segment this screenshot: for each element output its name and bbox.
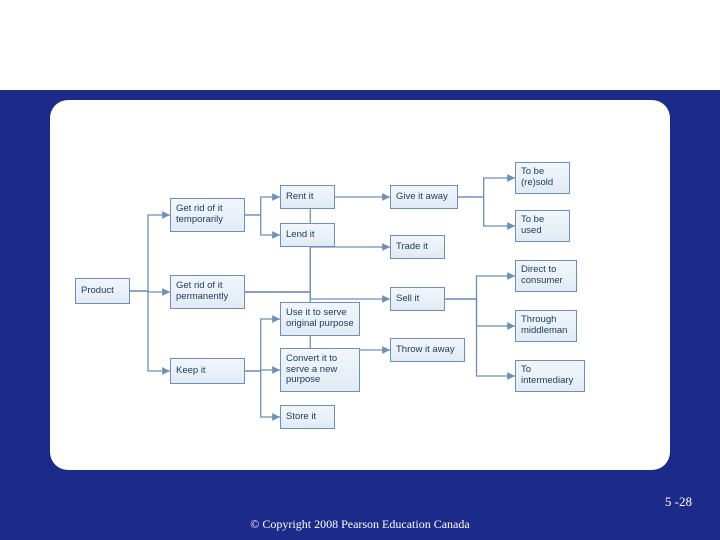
flowchart-edges: [50, 100, 670, 470]
edge-rid_temp-rent: [245, 197, 280, 215]
node-use_orig: Use it to serveoriginal purpose: [280, 302, 360, 336]
diagram-card: Product Get rid of ittemporarily Get rid o…: [50, 100, 670, 470]
node-resold: To be(re)sold: [515, 162, 570, 194]
edge-keep-use_orig: [245, 319, 280, 371]
node-used: To beused: [515, 210, 570, 242]
copyright-footer: © Copyright 2008 Pearson Education Canad…: [0, 517, 720, 532]
node-lend: Lend it: [280, 223, 335, 247]
node-trade: Trade it: [390, 235, 445, 259]
node-throw: Throw it away: [390, 338, 465, 362]
node-sell: Sell it: [390, 287, 445, 311]
edge-rid_perm-sell: [245, 292, 390, 299]
node-product: Product: [75, 278, 130, 304]
edge-give_away-resold: [458, 178, 515, 197]
edge-rid_temp-lend: [245, 215, 280, 235]
edge-product-keep: [130, 291, 170, 371]
edge-product-rid_temp: [130, 215, 170, 291]
node-give_away: Give it away: [390, 185, 458, 209]
node-direct: Direct toconsumer: [515, 260, 577, 292]
edge-sell-middleman: [445, 299, 515, 326]
title-background: [0, 0, 720, 90]
edge-keep-store: [245, 371, 280, 417]
edge-rid_perm-trade: [245, 247, 390, 292]
edge-give_away-used: [458, 197, 515, 226]
page-number: 5 -28: [665, 494, 692, 510]
node-rent: Rent it: [280, 185, 335, 209]
node-convert: Convert it toserve a newpurpose: [280, 348, 360, 392]
node-rid_perm: Get rid of itpermanently: [170, 275, 245, 309]
node-rid_temp: Get rid of ittemporarily: [170, 198, 245, 232]
node-store: Store it: [280, 405, 335, 429]
node-intermediary: Tointermediary: [515, 360, 585, 392]
node-middleman: Throughmiddleman: [515, 310, 577, 342]
edge-sell-direct: [445, 276, 515, 299]
node-keep: Keep it: [170, 358, 245, 384]
